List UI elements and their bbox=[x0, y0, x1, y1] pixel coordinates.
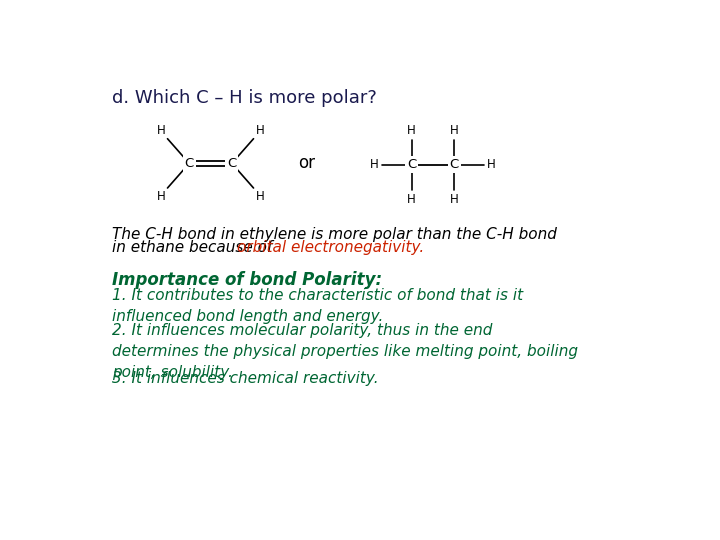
Text: orbital electronegativity.: orbital electronegativity. bbox=[238, 240, 425, 255]
Text: or: or bbox=[299, 154, 315, 172]
Text: H: H bbox=[408, 193, 416, 206]
Text: C: C bbox=[449, 158, 459, 171]
Text: 3. It influences chemical reactivity.: 3. It influences chemical reactivity. bbox=[112, 372, 378, 386]
Text: H: H bbox=[256, 124, 265, 137]
Text: H: H bbox=[450, 193, 459, 206]
Text: Importance of bond Polarity:: Importance of bond Polarity: bbox=[112, 271, 382, 289]
Text: H: H bbox=[370, 158, 379, 171]
Text: C: C bbox=[407, 158, 416, 171]
Text: H: H bbox=[487, 158, 495, 171]
Text: 2. It influences molecular polarity, thus in the end
determines the physical pro: 2. It influences molecular polarity, thu… bbox=[112, 323, 577, 380]
Text: H: H bbox=[408, 124, 416, 137]
Text: d. Which C – H is more polar?: d. Which C – H is more polar? bbox=[112, 90, 377, 107]
Text: H: H bbox=[450, 124, 459, 137]
Text: in ethane because of: in ethane because of bbox=[112, 240, 277, 255]
Text: 1. It contributes to the characteristic of bond that is it
influenced bond lengt: 1. It contributes to the characteristic … bbox=[112, 288, 523, 324]
Text: C: C bbox=[184, 157, 194, 170]
Text: H: H bbox=[156, 124, 165, 137]
Text: H: H bbox=[256, 190, 265, 202]
Text: H: H bbox=[156, 190, 165, 202]
Text: C: C bbox=[228, 157, 236, 170]
Text: The C-H bond in ethylene is more polar than the C-H bond: The C-H bond in ethylene is more polar t… bbox=[112, 226, 557, 241]
